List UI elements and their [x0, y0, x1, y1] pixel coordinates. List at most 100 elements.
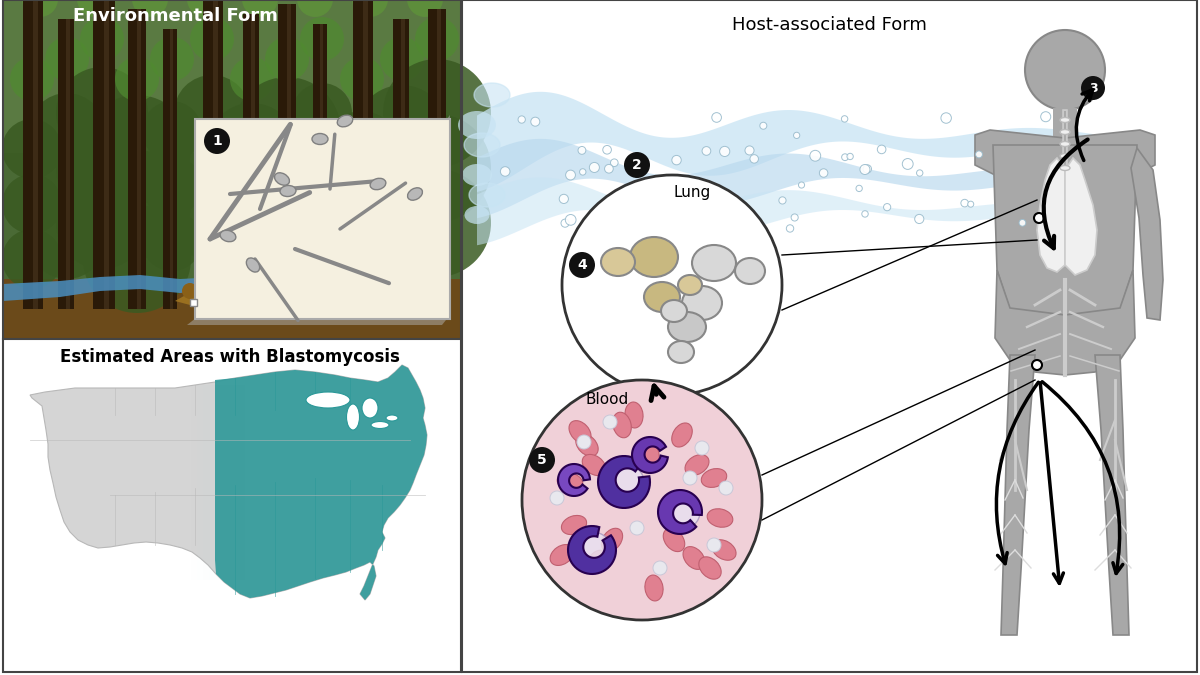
- Circle shape: [565, 215, 576, 225]
- Ellipse shape: [306, 392, 350, 408]
- Circle shape: [653, 561, 667, 575]
- Ellipse shape: [630, 237, 678, 277]
- Circle shape: [847, 153, 853, 159]
- Bar: [251, 14, 256, 309]
- Circle shape: [860, 165, 870, 175]
- Circle shape: [611, 159, 618, 167]
- Bar: [364, 0, 368, 309]
- Circle shape: [559, 194, 569, 203]
- Ellipse shape: [668, 312, 706, 342]
- Circle shape: [212, 283, 228, 299]
- Polygon shape: [1096, 355, 1129, 635]
- Bar: [2, 0, 461, 339]
- Circle shape: [967, 201, 973, 207]
- Polygon shape: [2, 275, 220, 301]
- Bar: [163, 29, 178, 309]
- Circle shape: [863, 165, 871, 173]
- Bar: [2, 339, 461, 672]
- Bar: [437, 9, 442, 309]
- Ellipse shape: [275, 173, 289, 185]
- Bar: [353, 0, 373, 309]
- Bar: [104, 0, 109, 309]
- Ellipse shape: [601, 248, 635, 276]
- Circle shape: [702, 191, 713, 201]
- Circle shape: [877, 145, 886, 154]
- Circle shape: [142, 101, 202, 161]
- Circle shape: [862, 211, 869, 217]
- Circle shape: [190, 17, 234, 61]
- Circle shape: [578, 146, 586, 155]
- Circle shape: [602, 146, 612, 154]
- Bar: [320, 24, 323, 309]
- Circle shape: [677, 177, 688, 188]
- Circle shape: [500, 167, 510, 176]
- Text: Blood: Blood: [586, 392, 629, 408]
- Circle shape: [115, 57, 158, 101]
- Circle shape: [786, 225, 793, 232]
- Circle shape: [380, 37, 424, 81]
- Circle shape: [383, 169, 491, 277]
- Polygon shape: [175, 281, 250, 307]
- Ellipse shape: [698, 557, 721, 579]
- Polygon shape: [632, 437, 668, 473]
- Bar: [462, 0, 1198, 672]
- Circle shape: [383, 114, 491, 222]
- Ellipse shape: [641, 445, 659, 471]
- Ellipse shape: [408, 188, 422, 200]
- Circle shape: [577, 435, 592, 449]
- Circle shape: [569, 252, 595, 278]
- Ellipse shape: [672, 423, 692, 447]
- Circle shape: [976, 151, 983, 158]
- Ellipse shape: [1060, 117, 1070, 122]
- Circle shape: [29, 93, 106, 169]
- Text: Host-associated Form: Host-associated Form: [732, 16, 926, 34]
- Polygon shape: [658, 490, 702, 534]
- Ellipse shape: [337, 115, 353, 127]
- Circle shape: [791, 214, 798, 221]
- Circle shape: [22, 0, 58, 17]
- Circle shape: [704, 196, 715, 207]
- Ellipse shape: [347, 404, 360, 430]
- Circle shape: [841, 154, 848, 161]
- Ellipse shape: [576, 434, 598, 456]
- Circle shape: [1064, 169, 1070, 176]
- Circle shape: [356, 195, 448, 287]
- Circle shape: [324, 111, 400, 187]
- Circle shape: [883, 204, 890, 211]
- Circle shape: [630, 521, 644, 535]
- Circle shape: [672, 155, 682, 165]
- Circle shape: [719, 481, 733, 495]
- Circle shape: [142, 156, 202, 216]
- Circle shape: [856, 185, 863, 192]
- Polygon shape: [469, 183, 505, 207]
- Circle shape: [1034, 213, 1044, 223]
- Circle shape: [324, 166, 400, 242]
- Circle shape: [206, 213, 298, 305]
- Bar: [1054, 108, 1078, 140]
- Circle shape: [580, 169, 586, 175]
- Circle shape: [56, 177, 148, 269]
- Ellipse shape: [664, 529, 685, 551]
- Ellipse shape: [220, 230, 236, 242]
- Circle shape: [2, 174, 62, 234]
- Ellipse shape: [562, 516, 587, 535]
- Circle shape: [640, 181, 649, 190]
- Bar: [137, 9, 142, 309]
- Polygon shape: [187, 115, 450, 325]
- Circle shape: [661, 224, 670, 234]
- Circle shape: [560, 219, 569, 227]
- Bar: [313, 24, 326, 309]
- Circle shape: [529, 447, 554, 473]
- Circle shape: [642, 211, 650, 219]
- Circle shape: [683, 210, 692, 219]
- Bar: [462, 0, 1198, 672]
- Ellipse shape: [312, 134, 328, 144]
- Ellipse shape: [701, 468, 727, 487]
- Text: 3: 3: [1088, 82, 1097, 95]
- Circle shape: [352, 0, 388, 17]
- Polygon shape: [598, 456, 650, 508]
- Ellipse shape: [734, 258, 766, 284]
- Circle shape: [77, 0, 113, 17]
- Bar: [94, 0, 115, 309]
- Circle shape: [720, 146, 730, 157]
